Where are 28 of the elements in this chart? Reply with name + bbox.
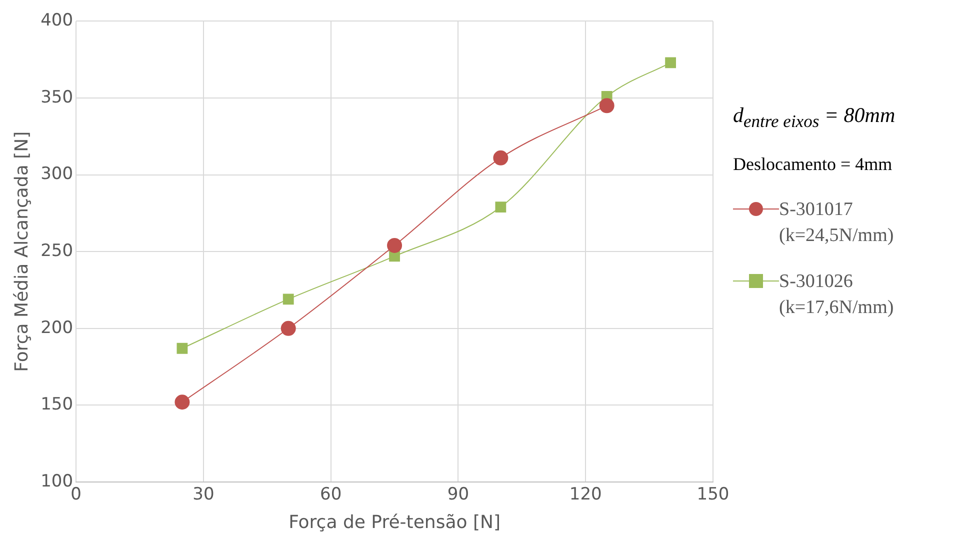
- point: [495, 202, 506, 213]
- x-tick-label: 120: [569, 484, 602, 505]
- text: d$_{entre eixos}$ = 80mm: [733, 103, 896, 132]
- x-tick-label: 60: [320, 484, 342, 505]
- y-tick-label: 350: [40, 87, 74, 108]
- x-tick-label: 90: [447, 484, 470, 505]
- point: [282, 294, 294, 305]
- x-tick-label: 30: [192, 484, 214, 505]
- y-axis-title: Força Média Alcançada [N]: [11, 131, 32, 372]
- x-tick-label: 150: [696, 484, 730, 505]
- point: [665, 57, 676, 68]
- point: [599, 98, 614, 114]
- y-tick-label: 300: [40, 164, 74, 184]
- point: [174, 394, 190, 410]
- x-axis-title: Força de Pré-tensão [N]: [288, 512, 500, 533]
- point: [280, 320, 296, 336]
- y-tick-label: 200: [40, 318, 74, 338]
- point: [493, 150, 508, 166]
- x-tick-label: 0: [70, 484, 82, 505]
- text: Deslocamento = 4mm: [733, 154, 894, 176]
- point: [176, 342, 188, 354]
- point: [387, 238, 402, 253]
- y-tick-label: 100: [40, 471, 74, 492]
- legend-label: S-301026 (k=17,6N/mm): [779, 270, 895, 320]
- y-tick-label: 400: [40, 10, 74, 31]
- y-tick-label: 250: [40, 241, 74, 262]
- y-tick-label: 150: [40, 394, 74, 415]
- legend-label: S-301017 (k=24,5N/mm): [779, 198, 895, 248]
